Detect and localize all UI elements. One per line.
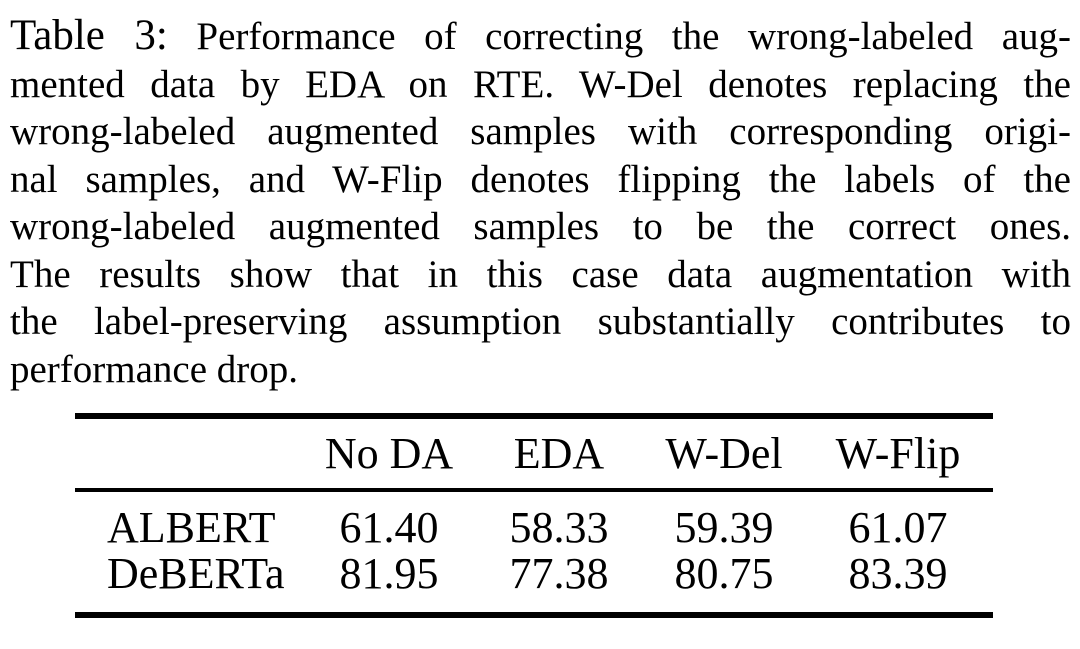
table-cell: 81.95 bbox=[339, 549, 439, 598]
column-header-no-da: No DA bbox=[324, 429, 454, 478]
caption-line: nal samples, and W-Flip denotes flipping… bbox=[10, 157, 1071, 201]
column-header-w-flip: W-Flip bbox=[835, 429, 961, 478]
table-mid-rule bbox=[75, 488, 993, 492]
caption-line: wrong-labeled augmented samples with cor… bbox=[10, 110, 1071, 153]
table-top-rule bbox=[75, 413, 993, 419]
caption-line-text: Performance of correcting the wrong-labe… bbox=[196, 15, 1071, 58]
table-row: ALBERT 61.40 58.33 59.39 61.07 bbox=[75, 502, 993, 552]
table-cell: 61.40 bbox=[339, 503, 439, 552]
caption-line: The results show that in this case data … bbox=[10, 252, 1071, 296]
column-header-w-del: W-Del bbox=[665, 429, 783, 478]
caption-line: Table 3: Performance of correcting the w… bbox=[10, 12, 1071, 61]
table-cell: 58.33 bbox=[509, 503, 609, 552]
caption-line: wrong-labeled augmented samples to be th… bbox=[10, 205, 1071, 248]
results-table: No DA EDA W-Del W-Flip ALBERT 61.40 58.3… bbox=[75, 413, 993, 618]
table-cell: 59.39 bbox=[674, 503, 774, 552]
table-header-row: No DA EDA W-Del W-Flip bbox=[75, 419, 993, 488]
caption-line: the label-preserving assumption substant… bbox=[10, 300, 1071, 343]
table-caption: Table 3: Performance of correcting the w… bbox=[10, 12, 1071, 393]
table-row: DeBERTa 81.95 77.38 80.75 83.39 bbox=[75, 548, 993, 598]
table-cell: 61.07 bbox=[848, 503, 948, 552]
table-bottom-rule bbox=[75, 612, 993, 618]
caption-line: mented data by EDA on RTE. W-Del denotes… bbox=[10, 62, 1071, 106]
caption-label: Table 3: bbox=[10, 12, 168, 59]
caption-line: performance drop. bbox=[10, 347, 299, 391]
table-cell: 83.39 bbox=[848, 549, 948, 598]
table-body: ALBERT 61.40 58.33 59.39 61.07 DeBERTa 8… bbox=[75, 492, 993, 612]
table-cell: 80.75 bbox=[674, 549, 774, 598]
row-header: DeBERTa bbox=[107, 549, 285, 598]
column-header-eda: EDA bbox=[513, 429, 605, 478]
row-header: ALBERT bbox=[107, 503, 276, 552]
table-cell: 77.38 bbox=[509, 549, 609, 598]
